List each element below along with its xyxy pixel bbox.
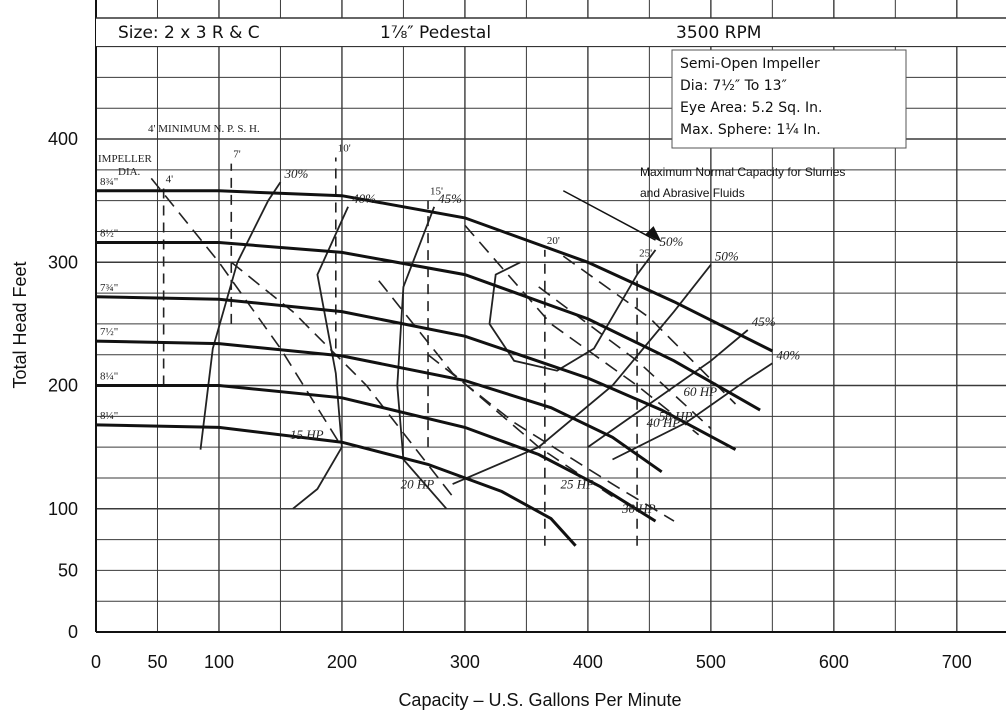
efficiency-label: 50% [660, 234, 684, 249]
impeller-dia-label: 8¾" [100, 176, 118, 188]
efficiency-label: 40% [352, 191, 376, 206]
npsh-label: 15' [430, 186, 443, 198]
info-eye-area: Eye Area: 5.2 Sq. In. [680, 100, 822, 116]
info-impeller: Semi-Open Impeller [680, 56, 820, 72]
y-tick-label: 200 [48, 376, 78, 396]
npsh-label: 7' [233, 149, 241, 161]
impeller-dia-label: 8¼" [100, 371, 118, 383]
info-max-sphere: Max. Sphere: 1¼ In. [680, 122, 821, 138]
y-tick-label: 50 [58, 560, 78, 580]
header-pedestal: 1⅞″ Pedestal [380, 23, 491, 43]
efficiency-label: 40% [776, 347, 800, 362]
impeller-curve [95, 423, 577, 547]
efficiency-curve [612, 362, 773, 461]
x-tick-label: 100 [204, 652, 234, 672]
x-tick-label: 50 [147, 652, 167, 672]
npsh-label: 10' [338, 142, 351, 154]
header-band [96, 18, 1006, 46]
info-dia: Dia: 7½″ To 13″ [680, 78, 787, 94]
y-tick-label: 100 [48, 499, 78, 519]
impeller-dia-label: 7¾" [100, 282, 118, 294]
curves-layer [95, 157, 774, 547]
hp-label: 15 HP [290, 427, 324, 442]
efficiency-curve [587, 329, 749, 448]
hp-line [562, 255, 737, 405]
npsh-label: 25' [639, 247, 652, 259]
header-size: Size: 2 x 3 R & C [118, 23, 260, 43]
hp-line [464, 224, 700, 436]
efficiency-curve [452, 264, 712, 485]
header-rpm: 3500 RPM [676, 23, 761, 43]
info-box [671, 49, 907, 149]
x-tick-label: 0 [91, 652, 101, 672]
x-tick-label: 700 [942, 652, 972, 672]
capacity-arrow [562, 190, 656, 241]
efficiency-curve [396, 206, 448, 510]
y-tick-label: 0 [68, 622, 78, 642]
efficiency-label: 45% [438, 191, 462, 206]
hp-line [538, 286, 712, 430]
hp-label: 60 HP [683, 384, 717, 399]
x-tick-label: 200 [327, 652, 357, 672]
impeller-curve [96, 189, 774, 353]
efficiency-label: 45% [752, 314, 776, 329]
hp-label: 30 HP [621, 501, 656, 516]
x-tick-label: 500 [696, 652, 726, 672]
labels-layer: 0 50 100 200 300 400 500 600 700 0 50 100 200 300 400 1… [48, 129, 972, 672]
capacity-arrowhead [645, 226, 662, 243]
hp-label: 20 HP [401, 476, 435, 491]
impeller-dia-label: 8¼" [100, 410, 118, 422]
hp-line [230, 261, 454, 497]
x-tick-label: 400 [573, 652, 603, 672]
impeller-dia-label: 7½" [100, 326, 118, 338]
capacity-note-line2: and Abrasive Fluids [640, 186, 745, 200]
impeller-curve [95, 339, 663, 474]
x-axis-title: Capacity – U.S. Gallons Per Minute [398, 690, 681, 710]
hp-line [427, 354, 675, 522]
hp-label: 40 HP [647, 415, 681, 430]
x-tick-label: 600 [819, 652, 849, 672]
npsh-label: 4' [166, 173, 174, 185]
impeller-dia-label: 8½" [100, 228, 118, 240]
efficiency-curve [488, 249, 657, 372]
npsh-title: 4' MINIMUM N. P. S. H. [148, 123, 260, 135]
impeller-curve [96, 384, 657, 523]
hp-line [378, 280, 613, 498]
impeller-curve [96, 241, 761, 412]
efficiency-curve [292, 206, 349, 510]
y-axis-title: Total Head Feet [10, 261, 30, 388]
efficiency-curve [199, 181, 282, 450]
impeller-label-line1: IMPELLER [98, 153, 152, 165]
y-tick-label: 400 [48, 129, 78, 149]
efficiency-label: 50% [715, 249, 739, 264]
impeller-label-line2: DIA. [118, 166, 141, 178]
capacity-note-line1: Maximum Normal Capacity for Slurries [640, 165, 845, 179]
hp-line [150, 177, 343, 448]
npsh-label: 20' [547, 235, 560, 247]
hp-label: 50 HP [659, 409, 693, 424]
x-tick-label: 300 [450, 652, 480, 672]
y-tick-label: 300 [48, 252, 78, 272]
efficiency-label: 30% [283, 166, 308, 181]
impeller-curve [95, 295, 737, 451]
hp-label: 25 HP [560, 476, 594, 491]
